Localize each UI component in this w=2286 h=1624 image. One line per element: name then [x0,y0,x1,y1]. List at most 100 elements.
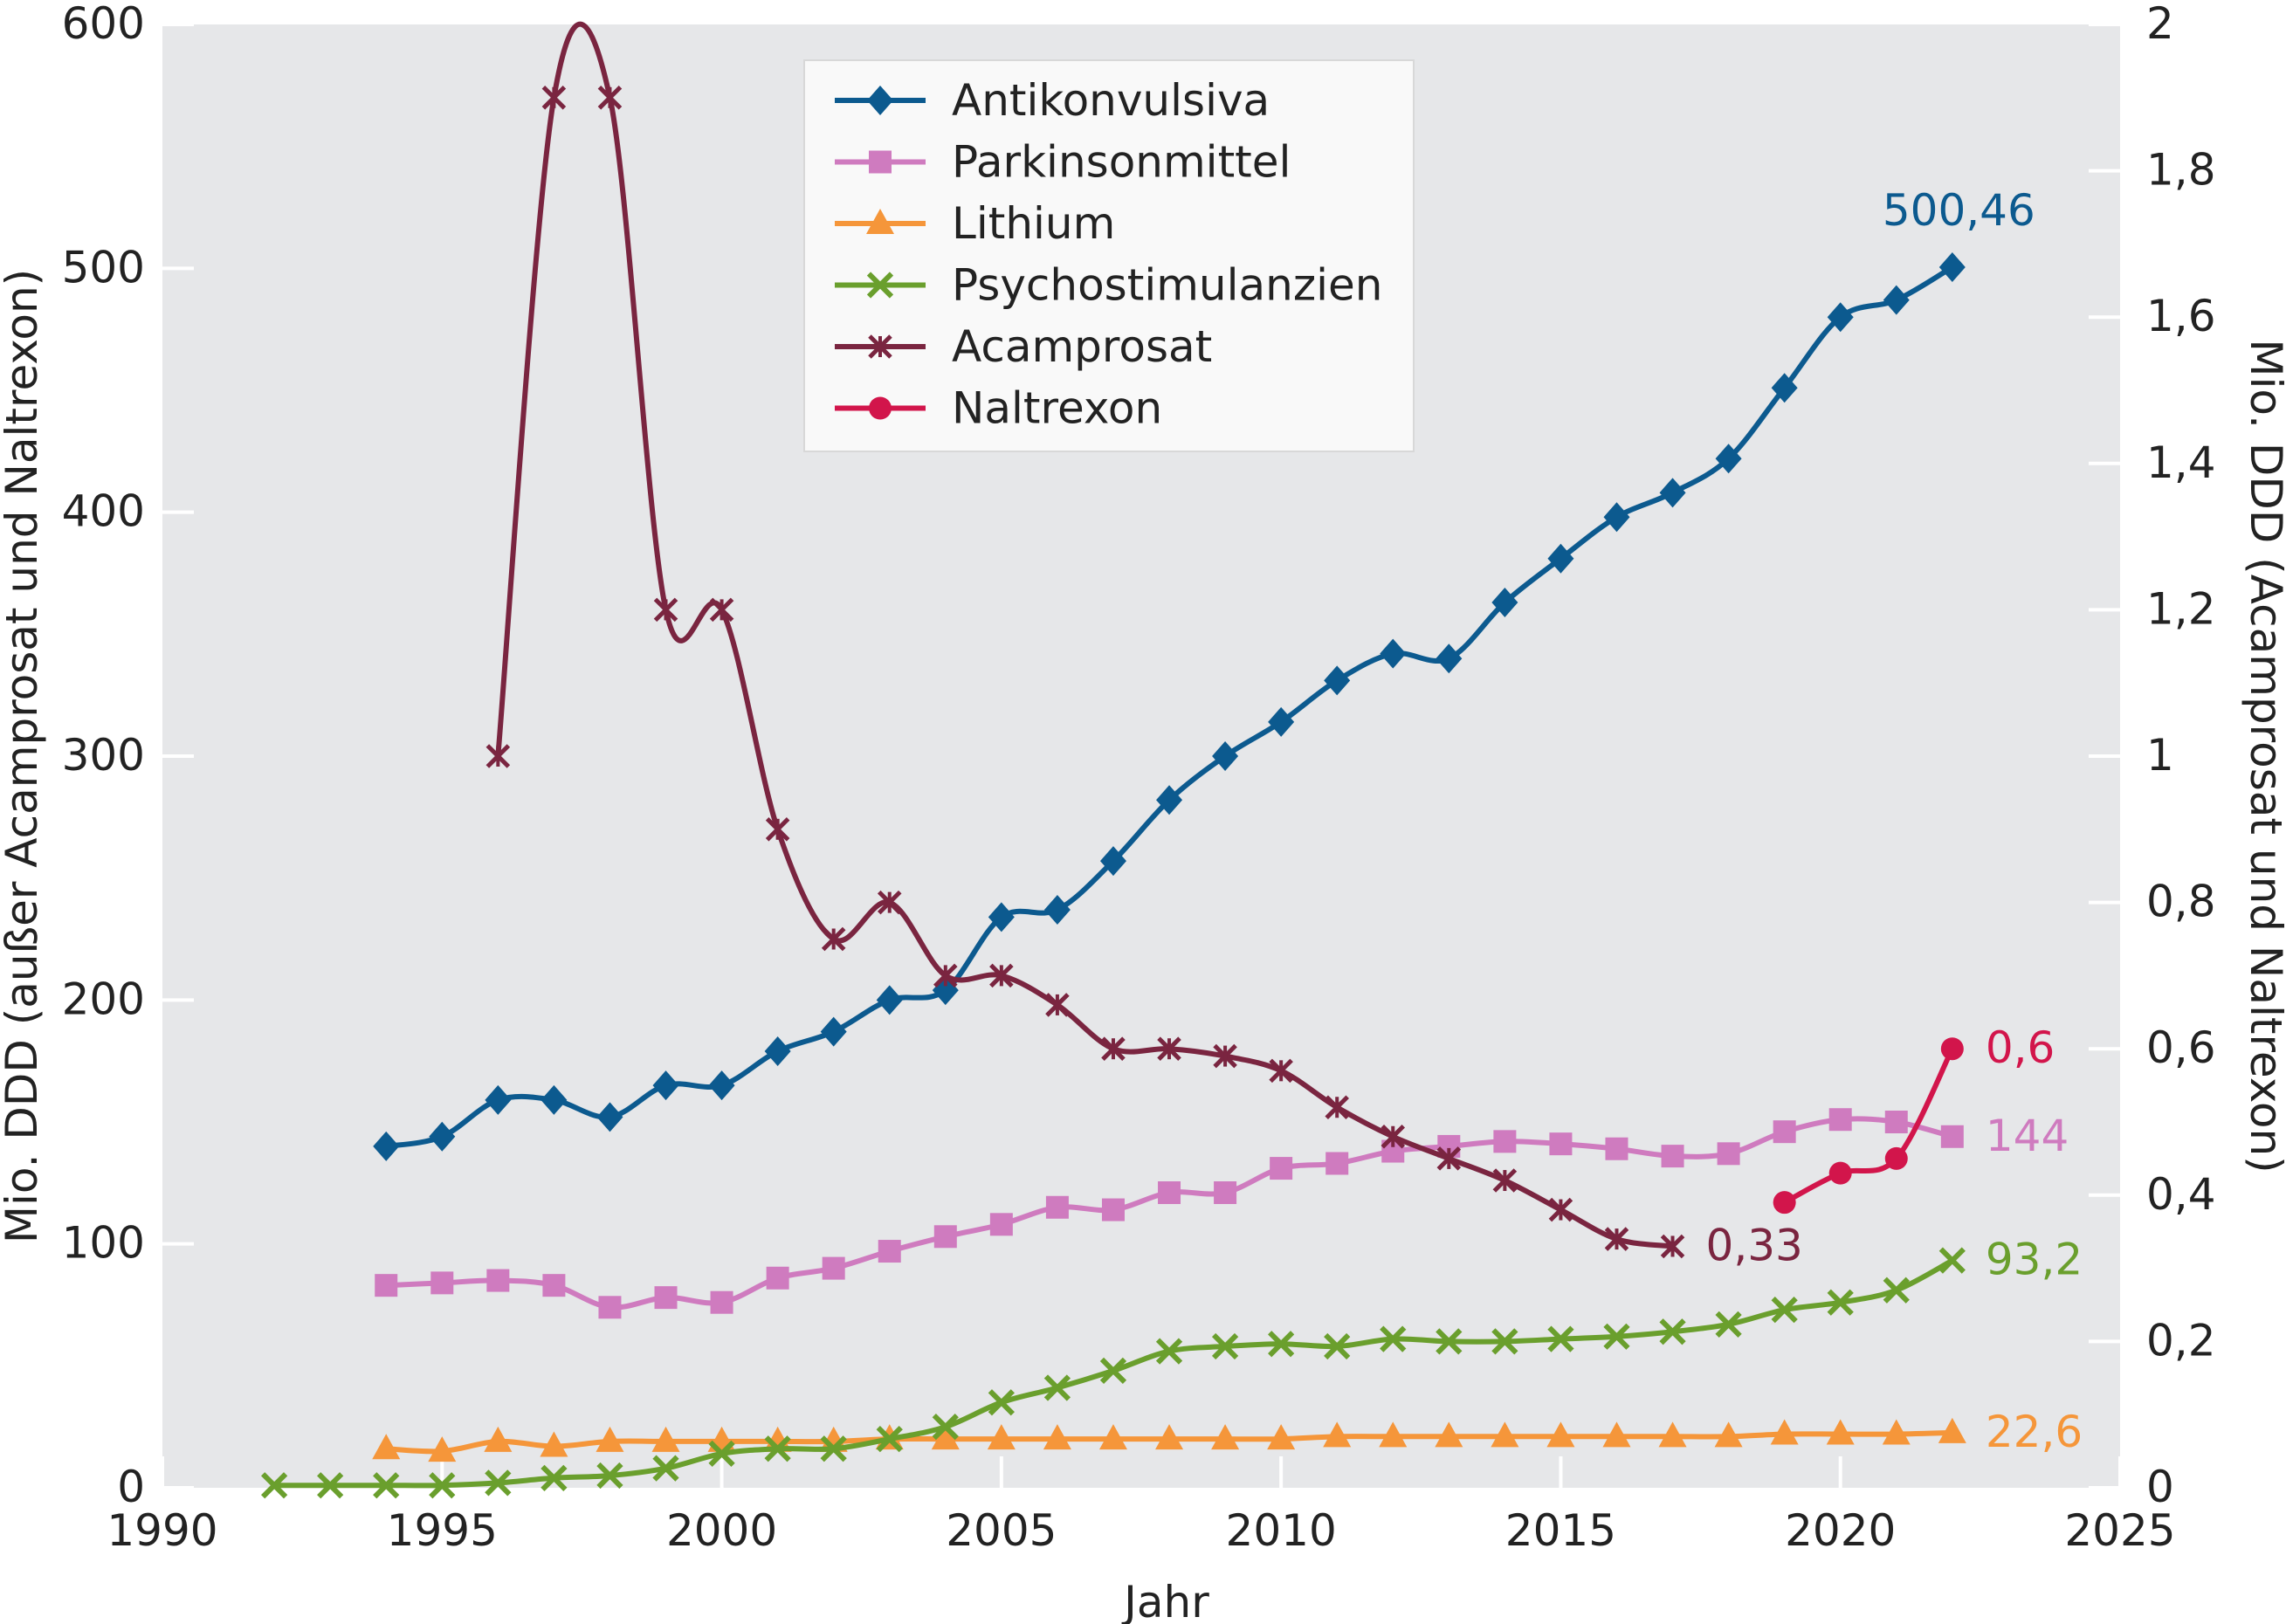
data-point-psychostimulanzien [1324,1332,1351,1360]
data-point-parkinsonmittel [1549,1132,1573,1156]
legend-item-antikonvulsiva: Antikonvulsiva [835,75,1270,126]
legend: Antikonvulsiva Parkinsonmittel Lithium Psyc… [803,59,1415,452]
data-point-antikonvulsiva [1436,643,1463,674]
y-right-tick-label: 1 [2146,730,2174,781]
data-point-parkinsonmittel [710,1290,733,1314]
data-point-lithium [1098,1424,1127,1450]
data-point-lithium [763,1426,792,1452]
y-right-tick-label: 2 [2146,0,2174,49]
y-right-tick-label: 0 [2146,1462,2174,1512]
data-point-antikonvulsiva [373,1131,400,1161]
data-point-lithium [1043,1424,1071,1450]
data-point-parkinsonmittel [375,1274,398,1297]
data-point-lithium [1491,1421,1519,1448]
y-left-tick-label: 500 [62,242,145,292]
legend-label-lithium: Lithium [952,198,1115,249]
data-point-psychostimulanzien [596,1462,623,1490]
data-point-antikonvulsiva [429,1121,456,1152]
data-point-parkinsonmittel [1717,1142,1740,1166]
data-point-parkinsonmittel [1270,1157,1293,1180]
y-right-tick-label: 0,2 [2146,1315,2216,1366]
data-point-acamprosat [597,86,623,110]
x-tick-label: 2000 [666,1505,777,1556]
y-left-tick-label: 400 [62,486,145,537]
y-right-tick-label: 1,8 [2146,145,2216,196]
data-point-lithium [1658,1421,1687,1448]
data-point-parkinsonmittel [486,1269,510,1292]
data-point-parkinsonmittel [933,1225,957,1249]
data-point-lithium [428,1436,457,1462]
data-point-acamprosat [933,963,958,988]
data-point-lithium [1882,1419,1911,1445]
legend-label-parkinsonmittel: Parkinsonmittel [952,137,1291,188]
data-point-lithium [931,1424,960,1450]
data-point-parkinsonmittel [1214,1181,1237,1205]
y-left-tick-label: 0 [117,1462,145,1512]
data-point-naltrexon [1828,1161,1852,1185]
data-point-naltrexon [1773,1191,1796,1215]
data-point-acamprosat [1492,1168,1518,1193]
data-point-psychostimulanzien [1547,1325,1574,1352]
series-psychostimulanzien [260,1247,1966,1499]
data-point-psychostimulanzien [429,1472,456,1499]
x-tick-label: 2015 [1505,1505,1616,1556]
data-point-parkinsonmittel [542,1274,566,1297]
data-point-parkinsonmittel [878,1240,901,1263]
data-point-psychostimulanzien [1155,1338,1183,1365]
data-point-parkinsonmittel [1605,1137,1628,1160]
data-point-acamprosat [653,597,678,623]
data-point-acamprosat [1101,1036,1126,1061]
data-point-acamprosat [1269,1058,1293,1084]
data-point-lithium [1938,1417,1966,1443]
y-right-tick-label: 1,4 [2146,437,2216,488]
data-point-antikonvulsiva [876,985,903,1015]
data-point-psychostimulanzien [1268,1331,1295,1358]
data-point-lithium [596,1426,624,1452]
data-point-psychostimulanzien [1938,1247,1966,1274]
data-point-antikonvulsiva [764,1036,791,1066]
data-point-parkinsonmittel [1325,1152,1349,1175]
data-point-psychostimulanzien [1603,1323,1630,1350]
data-point-lithium [1379,1421,1408,1448]
data-point-parkinsonmittel [430,1271,454,1295]
data-point-parkinsonmittel [1940,1125,1964,1148]
series-acamprosat [485,21,1685,1259]
data-point-parkinsonmittel [766,1266,789,1290]
data-point-psychostimulanzien [1771,1296,1798,1324]
data-point-naltrexon [1884,1146,1908,1170]
data-point-antikonvulsiva [820,1016,847,1047]
data-point-parkinsonmittel [1828,1108,1852,1132]
data-point-parkinsonmittel [822,1256,845,1280]
data-point-antikonvulsiva [1491,588,1518,618]
series-line-naltrexon [1781,1046,1955,1206]
legend-marker-antikonvulsiva [867,86,893,115]
x-tick-label: 1995 [387,1505,498,1556]
data-point-lithium [540,1431,568,1457]
legend-item-lithium: Lithium [835,198,1115,249]
x-tick-label: 2020 [1785,1505,1896,1556]
data-point-psychostimulanzien [1211,1332,1239,1360]
data-point-psychostimulanzien [708,1440,735,1468]
data-point-acamprosat [765,817,790,842]
data-point-parkinsonmittel [1661,1145,1684,1168]
x-axis-title: Jahr [1121,1577,1209,1624]
data-point-psychostimulanzien [485,1469,512,1497]
data-point-acamprosat [877,890,902,915]
data-point-psychostimulanzien [1659,1318,1686,1345]
data-point-antikonvulsiva [1380,638,1407,669]
legend-item-psychostimulanzien: Psychostimulanzien [835,260,1382,311]
end-label-antikonvulsiva: 500,46 [1883,185,2035,236]
data-point-naltrexon [1940,1037,1964,1061]
data-point-antikonvulsiva [1827,302,1854,333]
data-point-antikonvulsiva [1212,741,1239,771]
data-point-parkinsonmittel [1773,1120,1796,1144]
legend-item-acamprosat: Acamprosat [835,321,1212,372]
series-antikonvulsiva [373,252,1966,1161]
data-point-antikonvulsiva [1659,478,1686,508]
data-point-lithium [1435,1421,1463,1448]
end-label-acamprosat: 0,33 [1706,1220,1803,1270]
data-point-antikonvulsiva [1938,252,1966,283]
data-point-antikonvulsiva [708,1070,735,1101]
legend-label-naltrexon: Naltrexon [952,383,1162,434]
